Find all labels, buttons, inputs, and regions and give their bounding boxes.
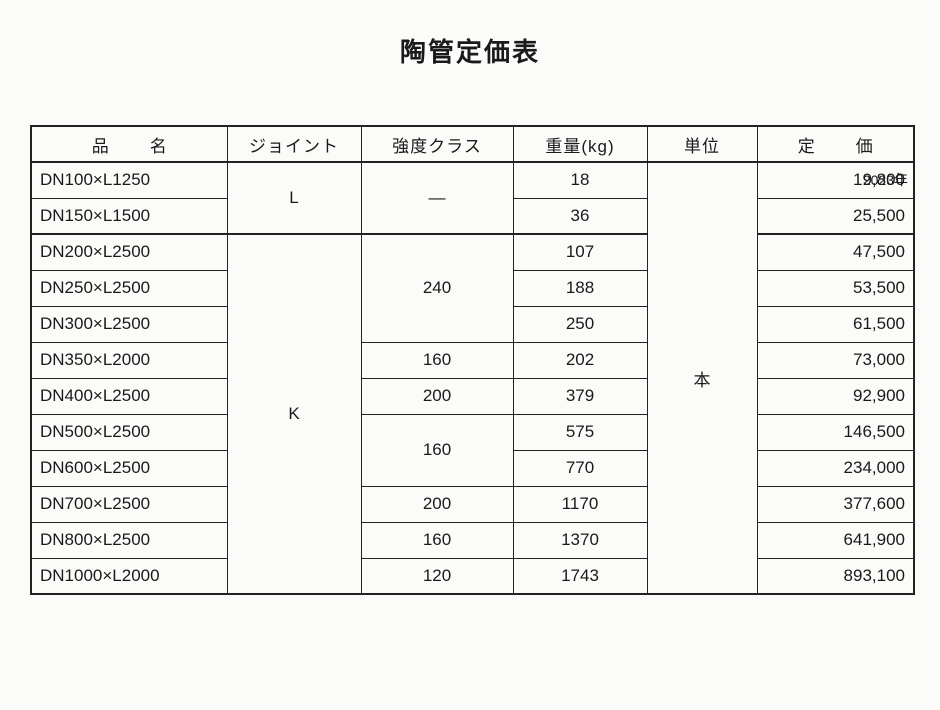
cell-joint-K: K: [227, 234, 361, 594]
cell-weight: 770: [513, 450, 647, 486]
cell-name: DN500×L2500: [31, 414, 227, 450]
cell-name: DN200×L2500: [31, 234, 227, 270]
price-table: 品 名 ジョイント 強度クラス 重量(kg) 単位 定 価 DN100×L125…: [30, 125, 915, 595]
table-row: DN200×L2500 K 240 107 47,500: [31, 234, 914, 270]
cell-class-160c: 160: [361, 522, 513, 558]
cell-name: DN1000×L2000: [31, 558, 227, 594]
year-label: 2023年: [863, 170, 908, 190]
cell-class-160b: 160: [361, 414, 513, 486]
table-row: DN350×L2000 160 202 73,000: [31, 342, 914, 378]
cell-price: 53,500: [757, 270, 914, 306]
cell-price: 25,500: [757, 198, 914, 234]
cell-name: DN800×L2500: [31, 522, 227, 558]
cell-name: DN700×L2500: [31, 486, 227, 522]
table-row: DN700×L2500 200 1170 377,600: [31, 486, 914, 522]
cell-class-120: 120: [361, 558, 513, 594]
cell-weight: 202: [513, 342, 647, 378]
table-row: DN500×L2500 160 575 146,500: [31, 414, 914, 450]
table-row: DN400×L2500 200 379 92,900: [31, 378, 914, 414]
cell-class-200b: 200: [361, 486, 513, 522]
table-header-row: 品 名 ジョイント 強度クラス 重量(kg) 単位 定 価: [31, 126, 914, 162]
cell-weight: 1370: [513, 522, 647, 558]
cell-price: 146,500: [757, 414, 914, 450]
cell-price: 377,600: [757, 486, 914, 522]
cell-weight: 1743: [513, 558, 647, 594]
cell-class-160a: 160: [361, 342, 513, 378]
cell-price: 73,000: [757, 342, 914, 378]
cell-weight: 250: [513, 306, 647, 342]
cell-class-200a: 200: [361, 378, 513, 414]
cell-weight: 18: [513, 162, 647, 198]
cell-unit: 本: [647, 162, 757, 594]
cell-price: 47,500: [757, 234, 914, 270]
col-weight: 重量(kg): [513, 126, 647, 162]
cell-class-dash: —: [361, 162, 513, 234]
cell-weight: 107: [513, 234, 647, 270]
cell-weight: 36: [513, 198, 647, 234]
page: 陶管定価表 2023年 品 名 ジョイント 強度クラス 重量(kg) 単位 定 …: [0, 0, 940, 710]
cell-weight: 575: [513, 414, 647, 450]
table-row: DN800×L2500 160 1370 641,900: [31, 522, 914, 558]
cell-name: DN250×L2500: [31, 270, 227, 306]
cell-weight: 1170: [513, 486, 647, 522]
cell-price: 234,000: [757, 450, 914, 486]
page-title: 陶管定価表: [30, 32, 910, 69]
col-strength: 強度クラス: [361, 126, 513, 162]
col-unit: 単位: [647, 126, 757, 162]
col-joint: ジョイント: [227, 126, 361, 162]
cell-name: DN400×L2500: [31, 378, 227, 414]
cell-name: DN150×L1500: [31, 198, 227, 234]
cell-price: 893,100: [757, 558, 914, 594]
col-price: 定 価: [757, 126, 914, 162]
cell-price: 641,900: [757, 522, 914, 558]
cell-name: DN300×L2500: [31, 306, 227, 342]
cell-weight: 379: [513, 378, 647, 414]
cell-weight: 188: [513, 270, 647, 306]
cell-price: 92,900: [757, 378, 914, 414]
cell-name: DN350×L2000: [31, 342, 227, 378]
table-row: DN100×L1250 L — 18 本 19,800: [31, 162, 914, 198]
cell-class-240: 240: [361, 234, 513, 342]
col-name: 品 名: [31, 126, 227, 162]
cell-joint-L: L: [227, 162, 361, 234]
cell-name: DN600×L2500: [31, 450, 227, 486]
cell-name: DN100×L1250: [31, 162, 227, 198]
cell-price: 61,500: [757, 306, 914, 342]
table-row: DN1000×L2000 120 1743 893,100: [31, 558, 914, 594]
